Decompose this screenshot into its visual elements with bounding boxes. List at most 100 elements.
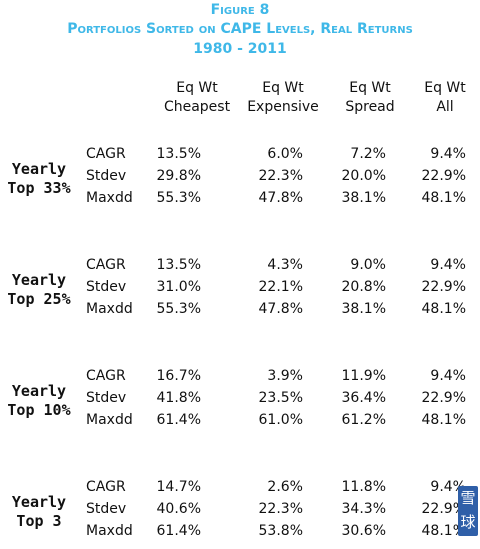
table-cell: 14.7% <box>156 479 201 495</box>
group-label: Yearly Top 25% <box>4 271 74 309</box>
table-cell: 30.6% <box>341 523 386 539</box>
column-header-expensive: Eq Wt Expensive <box>238 79 328 117</box>
table-cell: 38.1% <box>341 190 386 206</box>
table-row: Maxdd 55.3% 47.8% 38.1% 48.1% <box>0 190 480 212</box>
table-row: Maxdd 61.4% 61.0% 61.2% 48.1% <box>0 412 480 434</box>
table-cell: 20.8% <box>341 279 386 295</box>
table-cell: 9.4% <box>430 257 466 273</box>
column-header-line1: Eq Wt <box>349 80 391 96</box>
table-cell: 53.8% <box>258 523 303 539</box>
metric-label: Maxdd <box>86 190 133 206</box>
table-cell: 22.9% <box>421 390 466 406</box>
table-row: Stdev 29.8% 22.3% 20.0% 22.9% <box>0 168 480 190</box>
result-group: Yearly Top 10% CAGR 16.7% 3.9% 11.9% 9.4% Stdev… <box>0 368 480 438</box>
metric-label: Maxdd <box>86 523 133 539</box>
result-group: Yearly Top 3 CAGR 14.7% 2.6% 11.8% 9.4% Stdev 40… <box>0 479 480 549</box>
group-label-line1: Yearly <box>11 493 67 511</box>
table-cell: 9.4% <box>430 368 466 384</box>
table-row: Maxdd 55.3% 47.8% 38.1% 48.1% <box>0 301 480 323</box>
table-row: Stdev 41.8% 23.5% 36.4% 22.9% <box>0 390 480 412</box>
metric-label: CAGR <box>86 479 126 495</box>
table-cell: 11.9% <box>341 368 386 384</box>
group-label-line1: Yearly <box>11 271 67 289</box>
column-header-line2: Expensive <box>247 99 319 115</box>
metric-label: Stdev <box>86 168 127 184</box>
column-header-line1: Eq Wt <box>262 80 304 96</box>
table-cell: 48.1% <box>421 523 466 539</box>
column-header-line2: All <box>436 99 454 115</box>
metric-label: CAGR <box>86 146 126 162</box>
column-header-line1: Eq Wt <box>176 80 218 96</box>
watermark-logo: 雪球 <box>458 486 478 536</box>
table-cell: 22.3% <box>258 168 303 184</box>
table-cell: 9.4% <box>430 146 466 162</box>
result-group: Yearly Top 25% CAGR 13.5% 4.3% 9.0% 9.4% Stdev 3… <box>0 257 480 327</box>
table-cell: 40.6% <box>156 501 201 517</box>
table-cell: 41.8% <box>156 390 201 406</box>
metric-label: Maxdd <box>86 301 133 317</box>
table-cell: 61.4% <box>156 523 201 539</box>
table-cell: 47.8% <box>258 301 303 317</box>
table-cell: 61.0% <box>258 412 303 428</box>
table-row: Stdev 40.6% 22.3% 34.3% 22.9% <box>0 501 480 523</box>
table-cell: 55.3% <box>156 301 201 317</box>
column-header-line1: Eq Wt <box>424 80 466 96</box>
group-label-line2: Top 10% <box>7 401 71 419</box>
group-label-line2: Top 25% <box>7 290 71 308</box>
table-cell: 20.0% <box>341 168 386 184</box>
figure-title: Portfolios Sorted on CAPE Levels, Real R… <box>67 21 413 37</box>
table-row: CAGR 14.7% 2.6% 11.8% 9.4% <box>0 479 480 501</box>
table-cell: 48.1% <box>421 301 466 317</box>
table-cell: 7.2% <box>350 146 386 162</box>
table-cell: 13.5% <box>156 257 201 273</box>
table-cell: 3.9% <box>267 368 303 384</box>
table-cell: 4.3% <box>267 257 303 273</box>
group-label-line2: Top 3 <box>16 512 62 530</box>
table-cell: 61.4% <box>156 412 201 428</box>
table-cell: 22.9% <box>421 501 466 517</box>
table-cell: 13.5% <box>156 146 201 162</box>
column-header-cheapest: Eq Wt Cheapest <box>152 79 242 117</box>
metric-label: CAGR <box>86 257 126 273</box>
table-cell: 47.8% <box>258 190 303 206</box>
figure-number: Figure 8 <box>210 2 270 18</box>
table-cell: 29.8% <box>156 168 201 184</box>
metric-label: Stdev <box>86 390 127 406</box>
figure-years: 1980 - 2011 <box>193 41 287 57</box>
column-header-all: Eq Wt All <box>400 79 480 117</box>
group-label-line1: Yearly <box>11 382 67 400</box>
table-cell: 38.1% <box>341 301 386 317</box>
table-cell: 31.0% <box>156 279 201 295</box>
result-group: Yearly Top 33% CAGR 13.5% 6.0% 7.2% 9.4% Stdev 2… <box>0 146 480 216</box>
table-cell: 11.8% <box>341 479 386 495</box>
metric-label: Maxdd <box>86 412 133 428</box>
metric-label: Stdev <box>86 279 127 295</box>
group-label-line2: Top 33% <box>7 179 71 197</box>
column-header-line2: Cheapest <box>163 99 231 115</box>
table-row: CAGR 13.5% 6.0% 7.2% 9.4% <box>0 146 480 168</box>
table-cell: 23.5% <box>258 390 303 406</box>
table-cell: 9.4% <box>430 479 466 495</box>
metric-label: Stdev <box>86 501 127 517</box>
table-row: Maxdd 61.4% 53.8% 30.6% 48.1% <box>0 523 480 545</box>
table-row: CAGR 16.7% 3.9% 11.9% 9.4% <box>0 368 480 390</box>
table-cell: 22.9% <box>421 168 466 184</box>
table-cell: 61.2% <box>341 412 386 428</box>
column-header-line2: Spread <box>345 99 395 115</box>
metric-label: CAGR <box>86 368 126 384</box>
table-cell: 36.4% <box>341 390 386 406</box>
group-label: Yearly Top 10% <box>4 382 74 420</box>
table-cell: 9.0% <box>350 257 386 273</box>
table-cell: 22.3% <box>258 501 303 517</box>
table-cell: 55.3% <box>156 190 201 206</box>
table-row: Stdev 31.0% 22.1% 20.8% 22.9% <box>0 279 480 301</box>
table-cell: 16.7% <box>156 368 201 384</box>
table-cell: 34.3% <box>341 501 386 517</box>
group-label-line1: Yearly <box>11 160 67 178</box>
table-cell: 22.1% <box>258 279 303 295</box>
group-label: Yearly Top 33% <box>4 160 74 198</box>
group-label: Yearly Top 3 <box>4 493 74 531</box>
column-header-spread: Eq Wt Spread <box>325 79 415 117</box>
table-cell: 48.1% <box>421 412 466 428</box>
table-row: CAGR 13.5% 4.3% 9.0% 9.4% <box>0 257 480 279</box>
